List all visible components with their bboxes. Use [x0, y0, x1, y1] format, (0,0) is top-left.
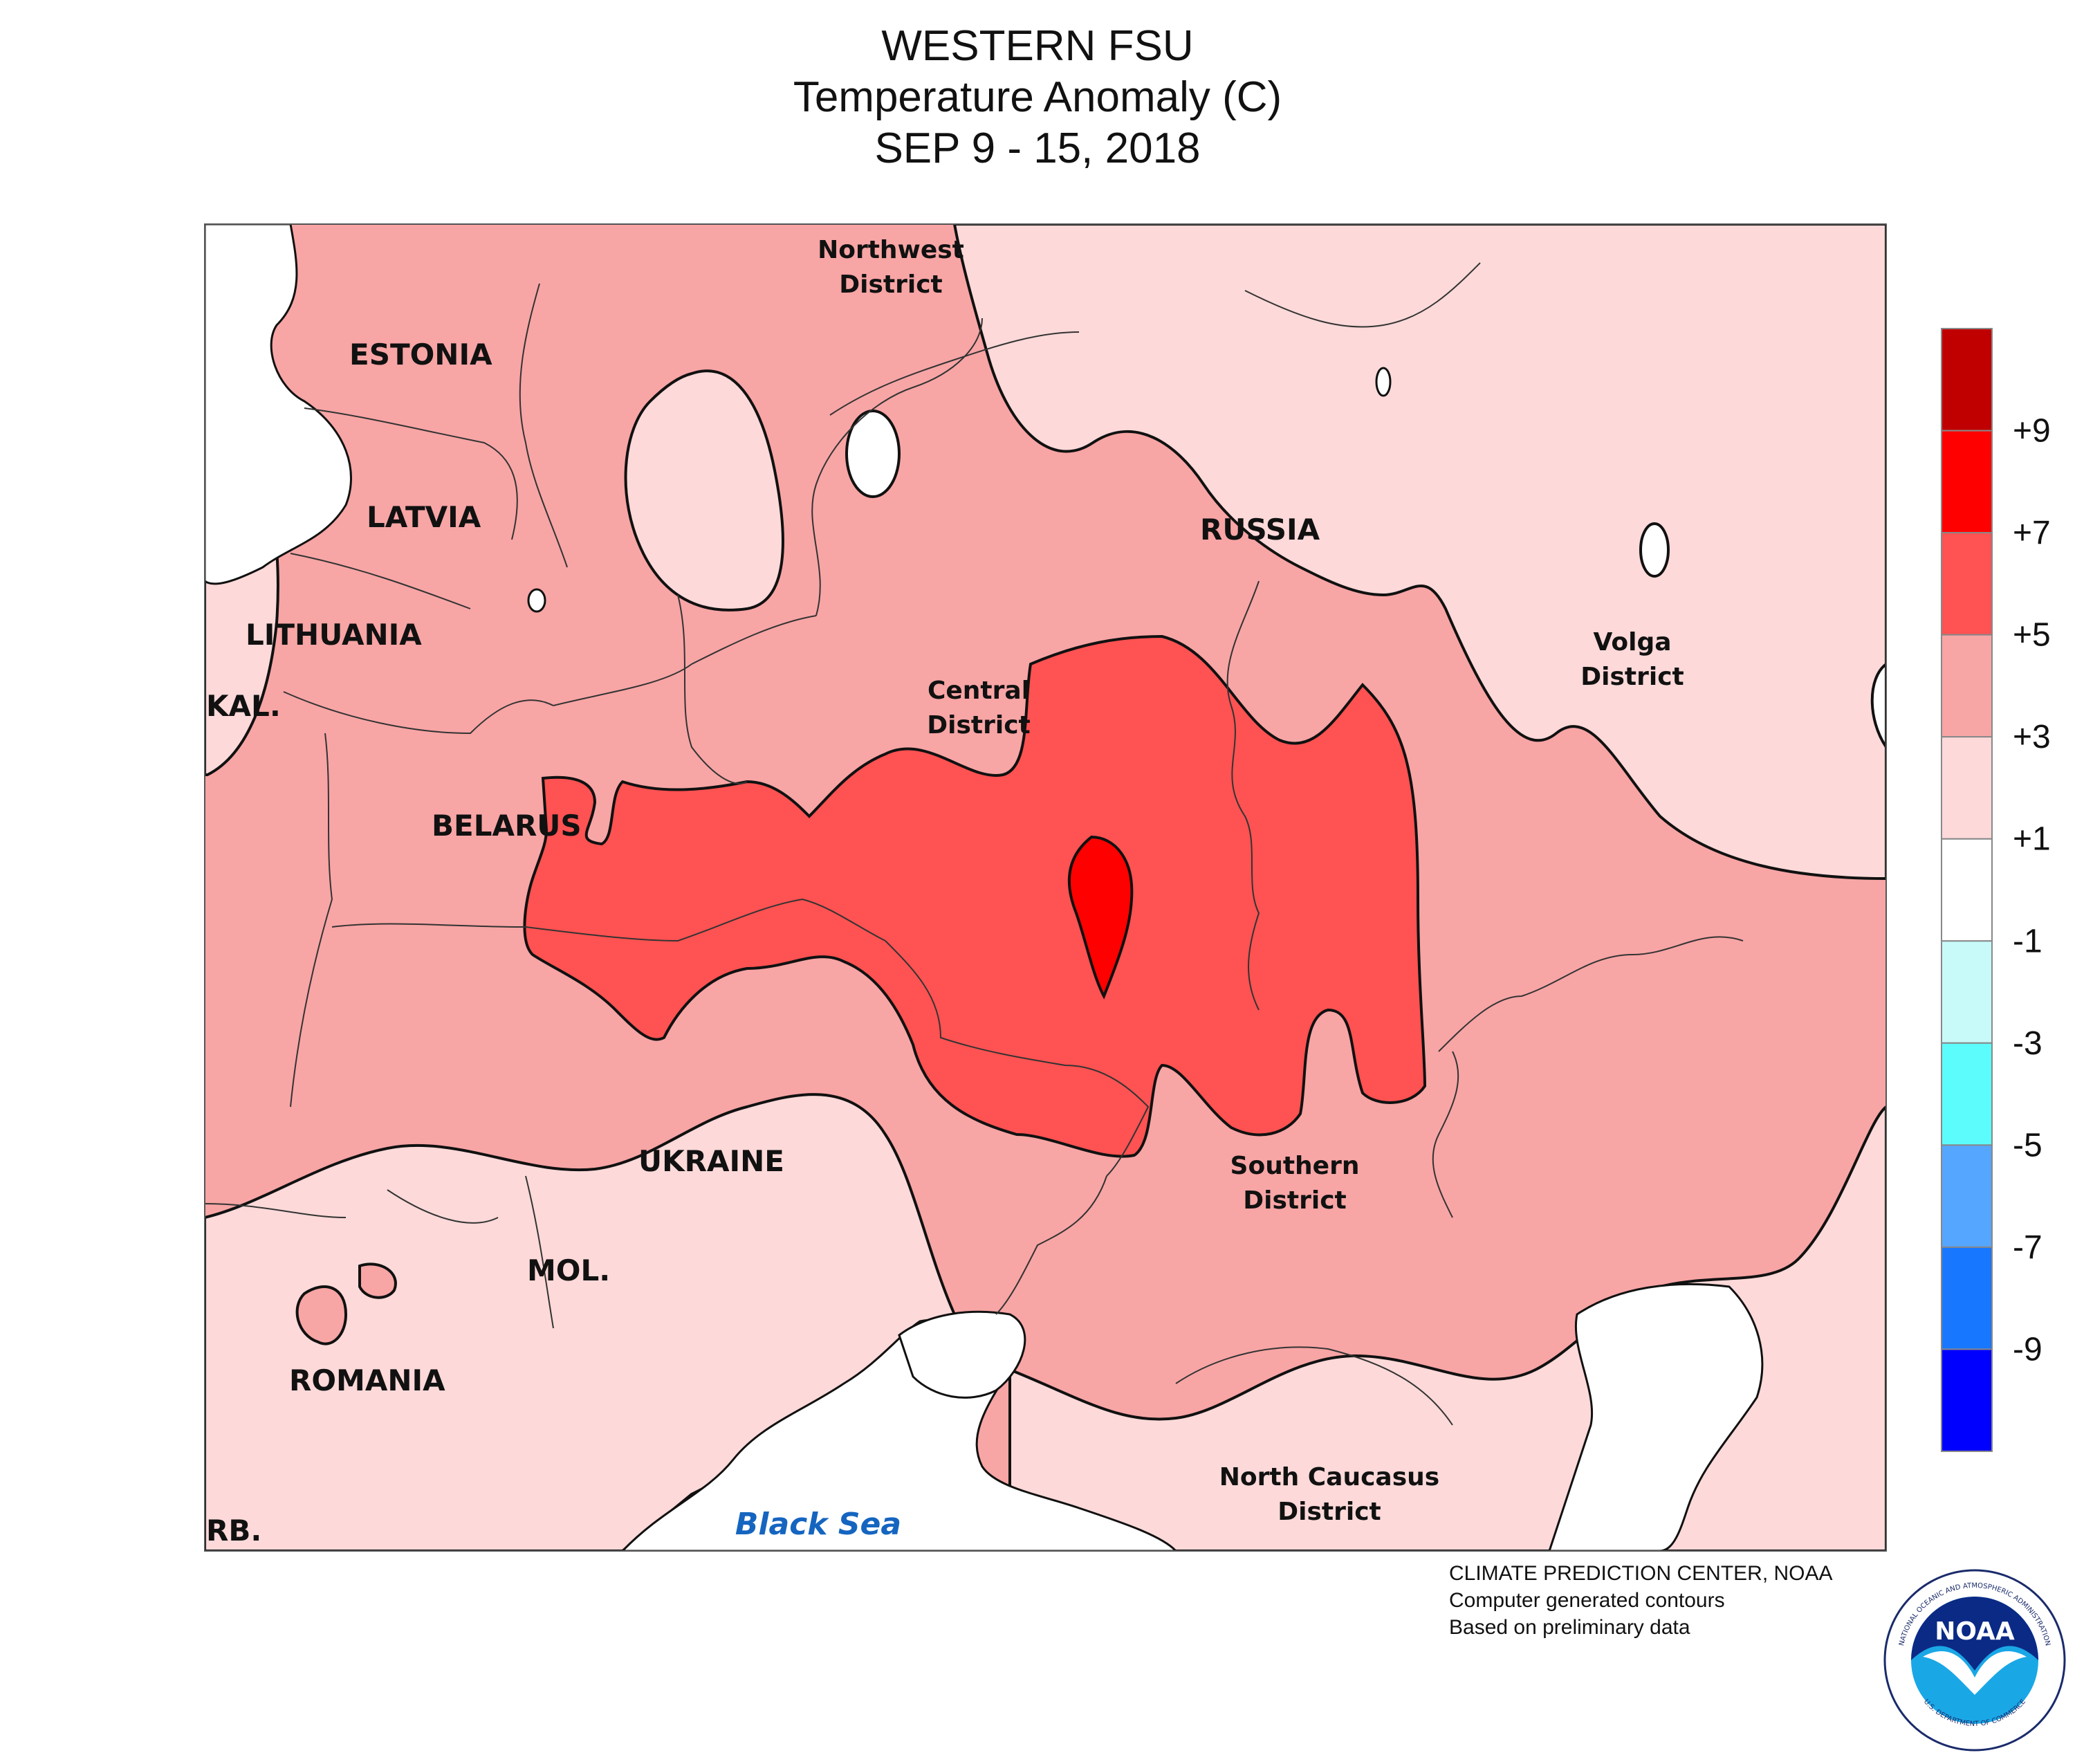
- near-normal-pocket-3: [527, 588, 546, 613]
- legend-tick-label: +7: [2013, 515, 2051, 551]
- legend-tick-label: -9: [2013, 1331, 2042, 1368]
- label-northwest-district-1: Northwest: [818, 236, 964, 264]
- label-southern-district-1: Southern: [1230, 1152, 1360, 1180]
- anomaly-zone-3-5-pocket-2: [358, 1262, 397, 1299]
- legend-swatch: [1941, 328, 1993, 432]
- color-legend: +9 +7 +5 +3 +1 -1 -3 -5 -7 -9: [1941, 328, 2051, 1453]
- map-frame: [204, 223, 1887, 1552]
- anomaly-zone-3-5-pocket-1: [295, 1285, 348, 1345]
- logo-wordmark: NOAA: [1935, 1617, 2015, 1646]
- label-latvia: LATVIA: [367, 500, 481, 534]
- baltic-sea: [205, 224, 352, 585]
- anomaly-zone-5-7: [523, 634, 1427, 1158]
- label-northwest-district-2: District: [839, 270, 943, 299]
- label-moldova: MOL.: [527, 1253, 610, 1287]
- title-region: WESTERN FSU: [881, 22, 1194, 70]
- label-black-sea: Black Sea: [735, 1507, 901, 1542]
- label-north-caucasus-district-2: District: [1278, 1498, 1381, 1526]
- country-boundaries: [205, 262, 1744, 1426]
- map-title: WESTERN FSU Temperature Anomaly (C) SEP …: [0, 21, 2075, 174]
- map-area: [205, 224, 1886, 1551]
- title-dates: SEP 9 - 15, 2018: [874, 125, 1201, 172]
- label-lithuania: LITHUANIA: [246, 618, 422, 652]
- label-central-district-2: District: [927, 711, 1031, 739]
- label-central-district-1: Central: [928, 677, 1030, 705]
- credits: CLIMATE PREDICTION CENTER, NOAA Computer…: [1449, 1560, 1833, 1641]
- legend-tick-label: +5: [2013, 617, 2051, 654]
- near-normal-pocket-4: [1375, 367, 1392, 397]
- label-volga-district-1: Volga: [1593, 628, 1671, 656]
- logo-top: [1911, 1597, 2038, 1671]
- label-serbia: RB.: [206, 1514, 261, 1547]
- legend-tick-label: +1: [2013, 821, 2051, 858]
- legend-tick-label: +3: [2013, 719, 2051, 755]
- legend-tick-label: -7: [2013, 1229, 2042, 1266]
- caspian-sea: [1548, 1283, 1764, 1551]
- legend-swatch: [1941, 940, 1993, 1044]
- near-normal-east-edge: [1870, 662, 1886, 750]
- credit-line-2: Computer generated contours: [1449, 1589, 1725, 1612]
- label-romania: ROMANIA: [289, 1363, 445, 1397]
- azov-sea: [898, 1310, 1026, 1399]
- label-southern-district-2: District: [1243, 1186, 1347, 1215]
- anomaly-zone-1-3-northwest: [624, 369, 784, 612]
- anomaly-zone-7-9: [1067, 835, 1134, 1000]
- near-normal-pocket-1: [845, 410, 901, 498]
- legend-swatch: [1941, 736, 1993, 840]
- anomaly-zone-1-3-northeast: [952, 224, 1886, 881]
- legend-tick-label: -5: [2013, 1127, 2042, 1164]
- legend-swatch: [1941, 532, 1993, 636]
- legend-swatch: [1941, 1144, 1993, 1248]
- label-kaliningrad: KAL.: [206, 689, 281, 723]
- label-ukraine: UKRAINE: [638, 1144, 784, 1178]
- legend-tick-label: -1: [2013, 923, 2042, 959]
- noaa-logo: NOAA NATIONAL OCEANIC AND ATMOSPHERIC AD…: [1883, 1569, 2066, 1752]
- logo-bird: [1923, 1651, 2027, 1695]
- legend-swatch: [1941, 838, 1993, 942]
- label-belarus: BELARUS: [432, 809, 582, 843]
- title-variable: Temperature Anomaly (C): [793, 73, 1282, 121]
- label-north-caucasus-district-1: North Caucasus: [1219, 1463, 1439, 1491]
- legend-swatch: [1941, 430, 1993, 534]
- credit-line-3: Based on preliminary data: [1449, 1616, 1690, 1639]
- legend-swatch: [1941, 1042, 1993, 1146]
- near-normal-pocket-2: [1639, 522, 1670, 578]
- credit-line-1: CLIMATE PREDICTION CENTER, NOAA: [1449, 1562, 1833, 1585]
- legend-swatch: [1941, 1246, 1993, 1350]
- label-volga-district-2: District: [1580, 663, 1684, 691]
- label-russia: RUSSIA: [1200, 513, 1320, 546]
- label-estonia: ESTONIA: [349, 338, 492, 371]
- legend-tick-label: +9: [2013, 413, 2051, 450]
- legend-swatch: [1941, 634, 1993, 738]
- legend-swatch: [1941, 1348, 1993, 1453]
- legend-tick-label: -3: [2013, 1025, 2042, 1062]
